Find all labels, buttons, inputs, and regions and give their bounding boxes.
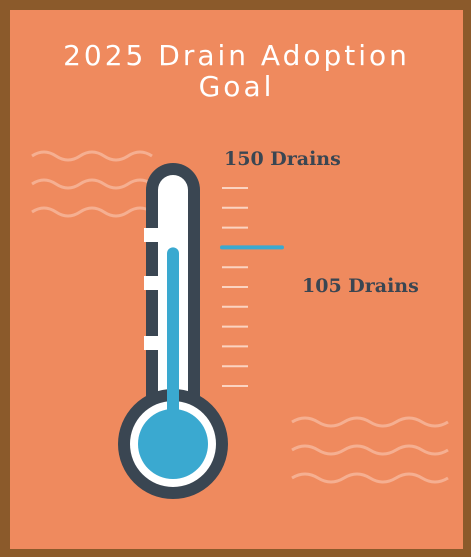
mercury-column xyxy=(167,247,179,430)
goal-panel: 2025 Drain Adoption Goal 150 Drains 105 … xyxy=(10,10,463,549)
title-line-1: 2025 Drain Adoption xyxy=(10,40,463,71)
current-label: 105 Drains xyxy=(302,275,419,297)
page-title: 2025 Drain Adoption Goal xyxy=(10,40,463,102)
wave-decoration-bottom xyxy=(292,418,448,482)
wave-decoration-top xyxy=(32,152,152,216)
goal-label: 150 Drains xyxy=(224,148,341,170)
scale-ticks xyxy=(222,188,248,386)
title-line-2: Goal xyxy=(10,71,463,102)
